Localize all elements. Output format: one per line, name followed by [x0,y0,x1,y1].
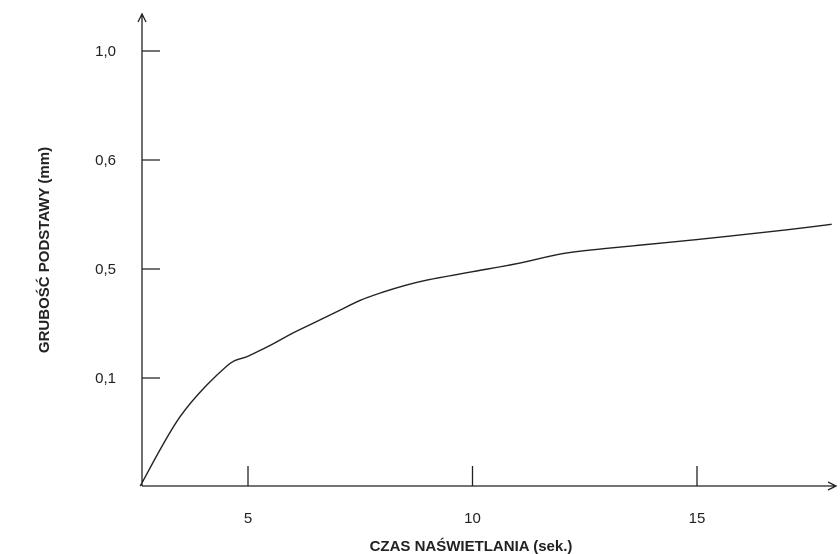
x-axis-arrow [827,481,838,491]
ticks: 5 10 15 0,1 0,5 0,6 1,0 [95,43,705,527]
y-tick-label: 1,0 [95,43,116,60]
x-tick-label: 5 [244,510,252,527]
series [139,223,832,487]
x-axis-title: CZAS NAŚWIETLANIA (sek.) [370,537,573,554]
y-tick-label: 0,1 [95,370,116,387]
series-line [139,223,832,487]
y-axis-title: GRUBOŚĆ PODSTAWY (mm) [35,147,53,353]
y-axis-arrow [137,12,147,23]
y-tick-label: 0,6 [95,152,116,169]
x-tick-label: 10 [464,510,481,527]
x-tick-label: 15 [689,510,706,527]
axes [137,12,838,491]
y-tick-label: 0,5 [95,261,116,278]
